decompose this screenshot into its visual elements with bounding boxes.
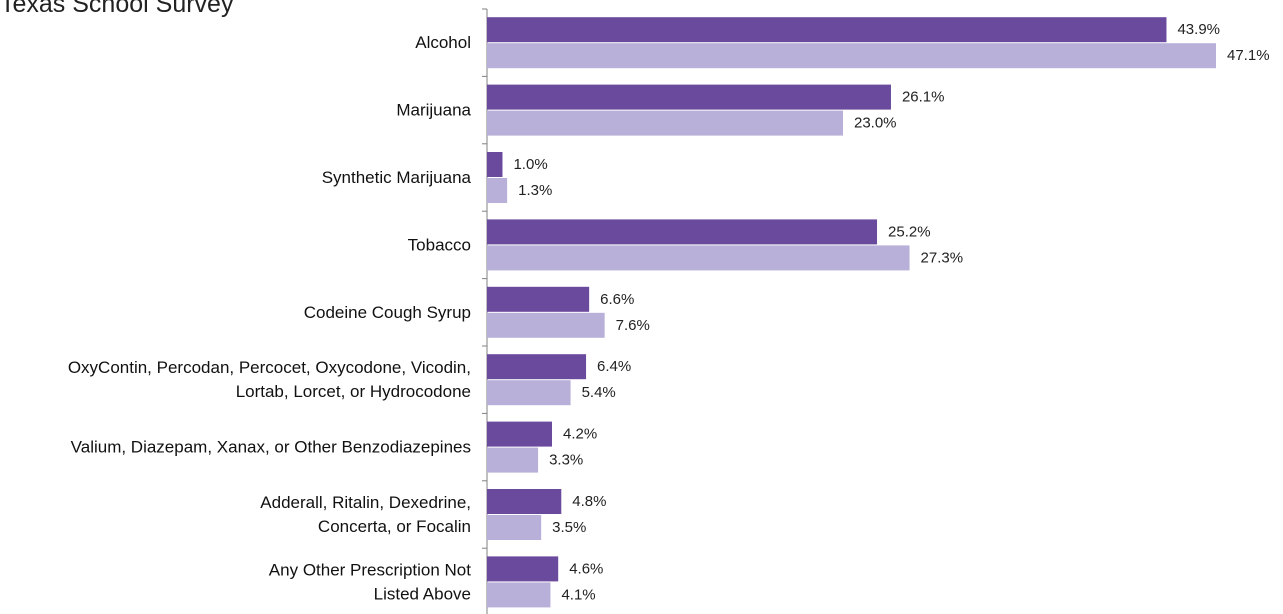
data-label: 7.6% [616, 317, 650, 334]
bar-series-2 [487, 447, 539, 473]
bar-series-1 [487, 421, 553, 447]
chart-title: Texas School Survey [0, 0, 234, 18]
category-label: Lortab, Lorcet, or Hydrocodone [236, 382, 471, 401]
data-label: 4.1% [561, 586, 595, 603]
bar-series-2 [487, 178, 508, 203]
category-label: Tobacco [408, 235, 471, 254]
category-label: Adderall, Ritalin, Dexedrine, [260, 493, 471, 512]
category-label: Marijuana [396, 101, 471, 120]
data-label: 6.6% [600, 291, 634, 308]
data-label: 4.6% [569, 560, 603, 577]
bar-series-1 [487, 84, 891, 110]
category-label: Synthetic Marijuana [322, 168, 472, 187]
data-label: 5.4% [582, 384, 616, 401]
bar-series-1 [487, 286, 590, 312]
bar-series-1 [487, 219, 878, 245]
bar-series-1 [487, 17, 1167, 43]
bar-series-2 [487, 582, 551, 608]
bar-series-1 [487, 489, 562, 514]
bar-series-2 [487, 43, 1216, 69]
bar-series-1 [487, 354, 587, 380]
data-label: 1.3% [518, 182, 552, 199]
category-label: Concerta, or Focalin [318, 517, 471, 536]
bar-series-2 [487, 515, 542, 540]
data-label: 1.0% [513, 156, 547, 173]
bar-series-1 [487, 152, 503, 177]
data-label: 26.1% [902, 89, 945, 106]
data-label: 23.0% [854, 115, 897, 132]
data-label: 3.3% [549, 452, 583, 469]
data-label: 25.2% [888, 223, 931, 240]
data-label: 3.5% [552, 519, 586, 536]
data-label: 27.3% [921, 249, 964, 266]
data-label: 4.8% [572, 493, 606, 510]
data-label: 43.9% [1177, 21, 1220, 38]
data-label: 47.1% [1227, 47, 1270, 64]
data-label: 4.2% [563, 426, 597, 443]
bar-series-2 [487, 380, 571, 406]
category-label: Alcohol [415, 33, 471, 52]
category-label: OxyContin, Percodan, Percocet, Oxycodone… [68, 358, 471, 377]
data-label: 6.4% [597, 358, 631, 375]
bar-series-2 [487, 312, 605, 338]
bar-series-2 [487, 110, 843, 136]
category-label: Listed Above [374, 584, 471, 603]
category-label: Any Other Prescription Not [269, 560, 471, 579]
bar-series-1 [487, 556, 559, 582]
bar-series-2 [487, 245, 910, 271]
category-label: Codeine Cough Syrup [304, 303, 471, 322]
category-label: Valium, Diazepam, Xanax, or Other Benzod… [71, 438, 471, 457]
